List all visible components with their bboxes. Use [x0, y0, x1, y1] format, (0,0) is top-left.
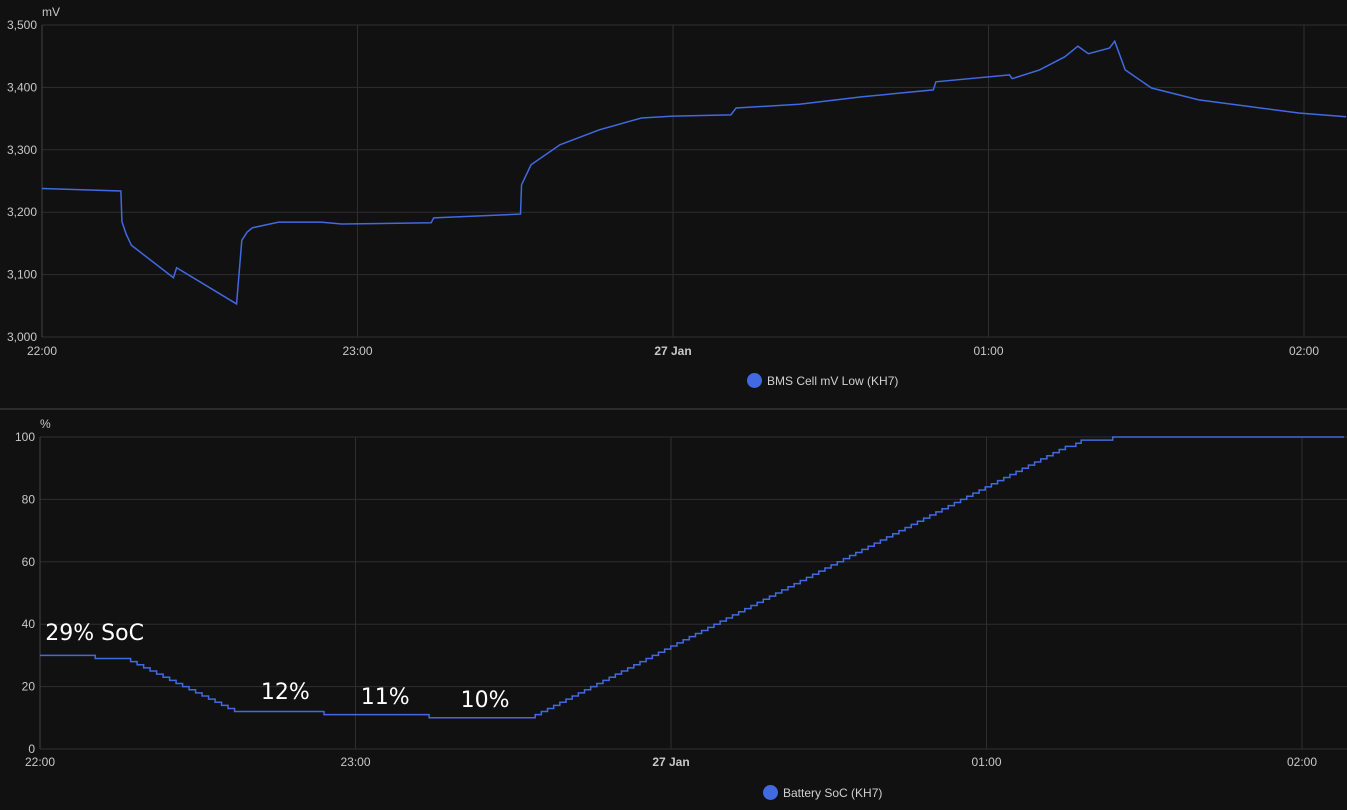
- legend-label: BMS Cell mV Low (KH7): [767, 373, 899, 388]
- y-tick-label: 3,100: [7, 268, 37, 282]
- x-tick-label: 23:00: [340, 755, 370, 769]
- soc-annotation: 29% SoC: [45, 621, 144, 646]
- soc-annotation: 10%: [461, 688, 510, 713]
- x-tick-label: 22:00: [27, 344, 57, 358]
- y-tick-label: 3,400: [7, 80, 37, 94]
- x-tick-label: 23:00: [342, 344, 372, 358]
- cell-voltage-chart: 3,000 3,100 3,200 3,300 3,400 3,500 22:00 23:00…: [7, 5, 1347, 358]
- x-tick-label: 22:00: [25, 755, 55, 769]
- y-tick-label: 40: [22, 617, 36, 631]
- y-tick-label: 60: [22, 555, 36, 569]
- y-axis-unit: %: [40, 417, 51, 431]
- x-tick-label: 02:00: [1289, 344, 1319, 358]
- legend-cell-voltage[interactable]: BMS Cell mV Low (KH7): [747, 373, 898, 388]
- x-tick-label: 27 Jan: [652, 755, 689, 769]
- y-tick-label: 3,300: [7, 143, 37, 157]
- x-tick-label: 27 Jan: [654, 344, 691, 358]
- y-tick-label: 3,500: [7, 18, 37, 32]
- series-line: [40, 436, 1345, 719]
- y-tick-label: 100: [15, 430, 35, 444]
- soc-annotation: 11%: [361, 685, 410, 710]
- legend-battery-soc[interactable]: Battery SoC (KH7): [763, 785, 882, 800]
- legend-dot-icon: [763, 785, 778, 800]
- chart-divider: [0, 408, 1347, 410]
- x-tick-label: 01:00: [973, 344, 1003, 358]
- x-tick-label: 01:00: [971, 755, 1001, 769]
- y-tick-label: 3,200: [7, 205, 37, 219]
- y-tick-label: 20: [22, 680, 36, 694]
- y-axis-unit: mV: [42, 5, 60, 19]
- soc-annotation: 12%: [261, 680, 310, 705]
- y-tick-label: 0: [28, 742, 35, 756]
- x-tick-label: 02:00: [1287, 755, 1317, 769]
- series-line: [41, 39, 1347, 306]
- legend-label: Battery SoC (KH7): [783, 785, 883, 800]
- battery-soc-chart: 0 20 40 60 80 100 22:00 23:00 27 Jan 01:00 02:00% 2…: [15, 417, 1347, 769]
- legend-dot-icon: [747, 373, 762, 388]
- y-tick-label: 80: [22, 492, 36, 506]
- y-tick-label: 3,000: [7, 330, 37, 344]
